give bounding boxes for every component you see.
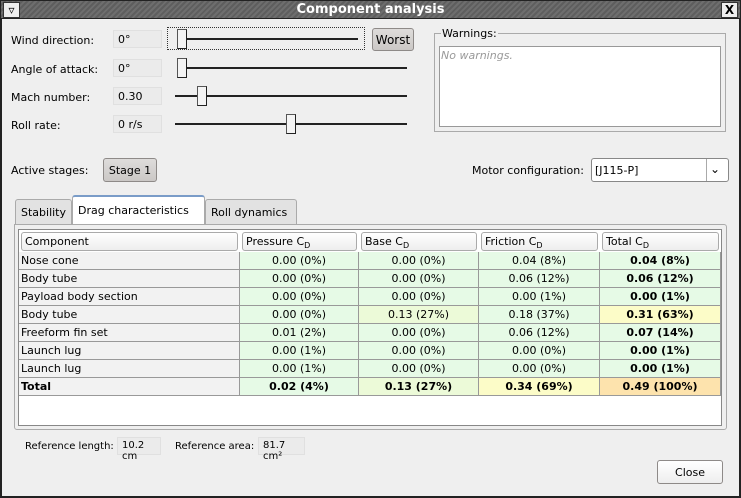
drag-table: Component Pressure CD Base CD Friction CD To… bbox=[18, 229, 722, 426]
table-cell[interactable]: 0.07 (14%) bbox=[600, 324, 721, 342]
table-row-name[interactable]: Freeform fin set bbox=[19, 324, 240, 342]
condition-slider-thumb[interactable] bbox=[197, 86, 208, 106]
tab-label: Roll dynamics bbox=[211, 206, 288, 219]
reference-length-label: Reference length: bbox=[25, 441, 114, 452]
table-row-name[interactable]: Launch lug bbox=[19, 360, 240, 378]
table-cell[interactable]: 0.49 (100%) bbox=[600, 378, 721, 396]
header-subscript: D bbox=[536, 241, 543, 251]
table-cell[interactable]: 0.06 (12%) bbox=[479, 270, 600, 288]
table-cell[interactable]: 0.00 (0%) bbox=[240, 252, 359, 270]
condition-label: Mach number: bbox=[11, 91, 91, 104]
tab-label: Drag characteristics bbox=[78, 204, 189, 217]
warnings-group: Warnings: No warnings. bbox=[434, 27, 726, 132]
table-cell[interactable]: 0.00 (0%) bbox=[359, 288, 479, 306]
condition-slider-track[interactable] bbox=[175, 95, 407, 97]
stage-1-button[interactable]: Stage 1 bbox=[103, 158, 157, 182]
table-row-name[interactable]: Payload body section bbox=[19, 288, 240, 306]
table-cell[interactable]: 0.00 (1%) bbox=[600, 288, 721, 306]
condition-value-field[interactable]: 0.30 bbox=[113, 87, 162, 105]
table-cell[interactable]: 0.00 (0%) bbox=[240, 288, 359, 306]
table-cell[interactable]: 0.00 (0%) bbox=[479, 360, 600, 378]
condition-slider-track[interactable] bbox=[177, 67, 407, 69]
motor-config-label: Motor configuration: bbox=[472, 164, 584, 177]
header-subscript: D bbox=[402, 241, 410, 251]
condition-slider-thumb[interactable] bbox=[177, 58, 187, 78]
condition-value-field[interactable]: 0 r/s bbox=[113, 115, 162, 133]
table-cell[interactable]: 0.00 (0%) bbox=[359, 342, 479, 360]
header-subscript: D bbox=[642, 241, 650, 251]
title-bar[interactable]: ▿ Component analysis X bbox=[0, 0, 741, 19]
table-row-name[interactable]: Body tube bbox=[19, 306, 240, 324]
table-row-name[interactable]: Nose cone bbox=[19, 252, 240, 270]
header-text: Base C bbox=[365, 235, 403, 248]
header-text: Component bbox=[25, 235, 89, 248]
table-cell[interactable]: 0.00 (1%) bbox=[600, 360, 721, 378]
table-cell[interactable]: 0.00 (1%) bbox=[240, 342, 359, 360]
focus-outline bbox=[167, 27, 365, 50]
condition-slider-thumb[interactable] bbox=[177, 29, 187, 49]
table-cell[interactable]: 0.00 (1%) bbox=[479, 288, 600, 306]
table-row-name[interactable]: Launch lug bbox=[19, 342, 240, 360]
table-cell[interactable]: 0.00 (1%) bbox=[600, 342, 721, 360]
table-cell[interactable]: 0.00 (1%) bbox=[240, 360, 359, 378]
close-button[interactable]: Close bbox=[657, 460, 723, 484]
header-text: Pressure C bbox=[246, 235, 305, 248]
table-cell[interactable]: 0.00 (0%) bbox=[240, 270, 359, 288]
table-cell[interactable]: 0.34 (69%) bbox=[479, 378, 600, 396]
table-cell[interactable]: 0.01 (2%) bbox=[240, 324, 359, 342]
tab-panel bbox=[14, 224, 727, 430]
warnings-text[interactable]: No warnings. bbox=[439, 46, 721, 127]
column-header[interactable]: Total CD bbox=[602, 232, 719, 251]
condition-value-field[interactable]: 0° bbox=[113, 30, 162, 48]
table-row-name[interactable]: Total bbox=[19, 378, 240, 396]
worst-button[interactable]: Worst bbox=[372, 28, 414, 51]
column-header[interactable]: Friction CD bbox=[481, 232, 598, 251]
column-header[interactable]: Pressure CD bbox=[242, 232, 357, 251]
table-cell[interactable]: 0.31 (63%) bbox=[600, 306, 721, 324]
window-title: Component analysis bbox=[296, 2, 445, 17]
table-cell[interactable]: 0.18 (37%) bbox=[479, 306, 600, 324]
table-cell[interactable]: 0.06 (12%) bbox=[479, 324, 600, 342]
table-cell[interactable]: 0.00 (0%) bbox=[359, 324, 479, 342]
header-text: Friction C bbox=[485, 235, 537, 248]
table-cell[interactable]: 0.00 (0%) bbox=[359, 252, 479, 270]
warnings-label: Warnings: bbox=[441, 27, 498, 40]
table-cell[interactable]: 0.13 (27%) bbox=[359, 306, 479, 324]
reference-area-value: 81.7 cm² bbox=[258, 437, 305, 462]
condition-slider-track[interactable] bbox=[177, 38, 358, 40]
column-header[interactable]: Component bbox=[21, 232, 238, 251]
table-cell[interactable]: 0.00 (0%) bbox=[240, 306, 359, 324]
column-header[interactable]: Base CD bbox=[361, 232, 477, 251]
active-stages-label: Active stages: bbox=[11, 164, 89, 177]
condition-label: Roll rate: bbox=[11, 119, 61, 132]
condition-label: Angle of attack: bbox=[11, 63, 99, 76]
motor-config-select[interactable]: [J115-P] ⌄ bbox=[591, 158, 729, 182]
table-cell[interactable]: 0.04 (8%) bbox=[479, 252, 600, 270]
motor-config-value: [J115-P] bbox=[595, 164, 639, 177]
tab-roll-dynamics[interactable]: Roll dynamics bbox=[205, 199, 297, 225]
chevron-down-icon: ⌄ bbox=[710, 162, 721, 176]
table-cell[interactable]: 0.00 (0%) bbox=[359, 270, 479, 288]
table-cell[interactable]: 0.06 (12%) bbox=[600, 270, 721, 288]
x-icon[interactable]: X bbox=[721, 2, 738, 18]
reference-length-value: 10.2 cm bbox=[117, 437, 161, 462]
table-cell[interactable]: 0.00 (0%) bbox=[479, 342, 600, 360]
condition-label: Wind direction: bbox=[11, 34, 95, 47]
header-subscript: D bbox=[304, 241, 311, 251]
tab-drag-characteristics[interactable]: Drag characteristics bbox=[72, 195, 205, 225]
table-cell[interactable]: 0.00 (0%) bbox=[359, 360, 479, 378]
reference-area-label: Reference area: bbox=[175, 441, 255, 452]
condition-value-field[interactable]: 0° bbox=[113, 59, 162, 77]
triangle-down-icon[interactable]: ▿ bbox=[3, 2, 20, 18]
tab-stability[interactable]: Stability bbox=[15, 199, 72, 225]
table-cell[interactable]: 0.04 (8%) bbox=[600, 252, 721, 270]
condition-slider-thumb[interactable] bbox=[286, 114, 296, 134]
table-cell[interactable]: 0.02 (4%) bbox=[240, 378, 359, 396]
table-row-name[interactable]: Body tube bbox=[19, 270, 240, 288]
header-text: Total C bbox=[606, 235, 643, 248]
table-cell[interactable]: 0.13 (27%) bbox=[359, 378, 479, 396]
tab-label: Stability bbox=[21, 206, 67, 219]
